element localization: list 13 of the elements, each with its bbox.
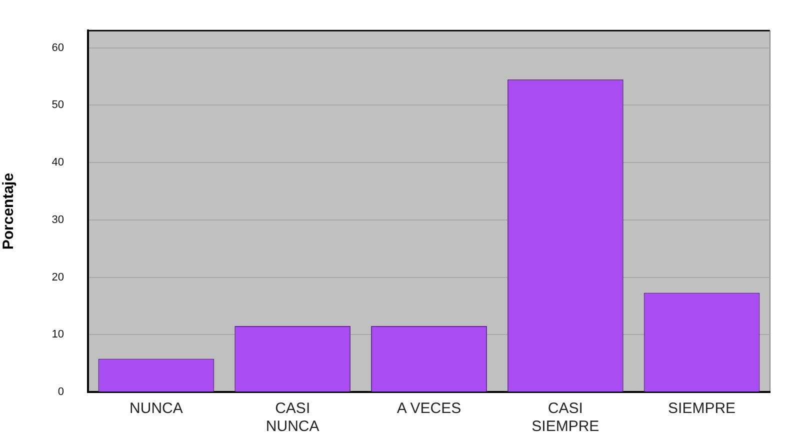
y-tick-label: 20 [52,271,64,284]
x-tick-label: CASI NUNCA [266,400,320,436]
x-tick-label: CASI SIEMPRE [532,400,600,436]
x-tick-label: A VECES [396,400,462,418]
y-tick-label: 50 [52,99,64,112]
x-tick-label: SIEMPRE [668,400,736,418]
y-tick-label: 0 [58,386,64,398]
y-tick-label: 30 [52,214,64,226]
y-tick-label: 10 [52,328,64,341]
y-tick-label: 40 [52,156,64,169]
x-tick-label: NUNCA [130,400,183,418]
y-tick-label: 60 [52,42,64,54]
y-axis-title: Porcentaje [0,172,18,250]
